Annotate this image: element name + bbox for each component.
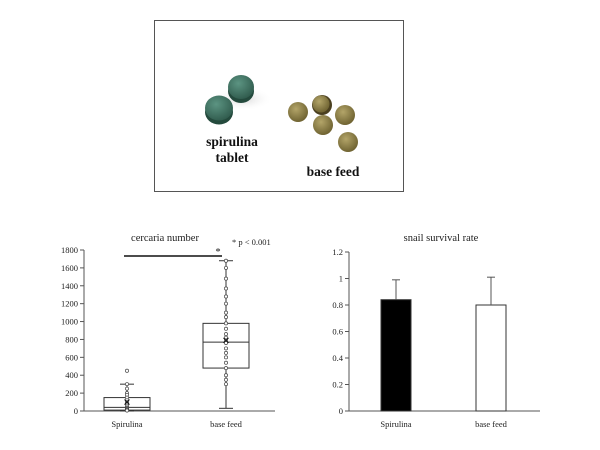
base-feed-pellet	[338, 132, 358, 152]
data-point	[125, 386, 129, 391]
base-feed-pellet	[313, 115, 333, 135]
y-tick-label: 0	[339, 406, 343, 416]
data-point	[125, 382, 129, 387]
data-point	[224, 373, 228, 378]
base-feed-pellets	[288, 95, 358, 152]
spirulina-tablet-back	[228, 75, 254, 103]
bar	[475, 304, 507, 412]
spirulina-label-line2: tablet	[215, 150, 249, 165]
y-tick-label: 800	[65, 334, 78, 344]
photo-panel: spirulina tablet base feed	[154, 20, 404, 192]
data-point	[125, 408, 129, 413]
data-point	[224, 276, 228, 281]
y-tick-label: 0.4	[332, 353, 343, 363]
x-tick-label: Spirulina	[380, 419, 411, 429]
spirulina-label-line1: spirulina	[206, 134, 258, 149]
y-tick-label: 200	[65, 388, 78, 398]
x-tick-label: base feed	[210, 419, 243, 429]
photo-image	[205, 75, 358, 152]
base-feed-pellet	[288, 102, 308, 122]
base-feed-pellet	[335, 105, 355, 125]
y-tick-label: 1400	[61, 281, 78, 291]
spirulina-tablet-front	[205, 95, 233, 125]
data-point	[224, 355, 228, 360]
x-tick-label: base feed	[475, 419, 508, 429]
base-feed-label: base feed	[306, 164, 360, 179]
data-point	[224, 286, 228, 291]
y-tick-label: 1600	[61, 263, 78, 273]
y-tick-label: 600	[65, 352, 78, 362]
bar	[380, 299, 412, 412]
data-point	[224, 360, 228, 365]
y-tick-label: 0	[74, 406, 78, 416]
y-tick-label: 0.2	[332, 380, 343, 390]
significance-star: *	[215, 247, 220, 258]
data-point	[224, 258, 228, 263]
y-tick-label: 1800	[61, 245, 78, 255]
data-point	[224, 350, 228, 355]
y-tick-label: 1000	[61, 317, 78, 327]
data-point	[224, 315, 228, 320]
data-point	[224, 301, 228, 306]
y-tick-label: 0.6	[332, 327, 343, 337]
data-point	[224, 346, 228, 351]
data-point	[125, 368, 129, 373]
snail-survival-chart: 0 0.2 0.4 0.6 0.8 1 1.2 Spirulina base feed snail…	[332, 233, 540, 429]
y-tick-label: 1200	[61, 299, 78, 309]
data-point	[224, 341, 228, 345]
spirulina-tablet-label: spirulina tablet	[193, 134, 271, 166]
chart-title: snail survival rate	[404, 233, 479, 244]
y-tick-label: 1.2	[332, 247, 343, 257]
data-point	[224, 326, 228, 331]
data-point	[224, 265, 228, 270]
x-tick-label: Spirulina	[111, 419, 142, 429]
data-point	[224, 294, 228, 299]
y-tick-label: 1	[339, 274, 343, 284]
data-point	[224, 321, 228, 326]
base-feed-pellet	[312, 95, 330, 113]
data-point	[224, 382, 228, 387]
data-point	[224, 377, 228, 382]
mean-marker	[223, 337, 229, 344]
significance-note: * p < 0.001	[232, 237, 271, 247]
data-point	[224, 366, 228, 371]
data-point	[224, 332, 228, 337]
chart-title: cercaria number	[131, 233, 199, 244]
y-tick-label: 0.8	[332, 300, 343, 310]
mean-marker	[124, 399, 130, 405]
cercaria-number-chart: 0 200 400 600 800 1000 1200 1400 1600 1800 Spiruli…	[61, 233, 275, 429]
data-point	[224, 310, 228, 315]
y-tick-label: 400	[65, 370, 78, 380]
